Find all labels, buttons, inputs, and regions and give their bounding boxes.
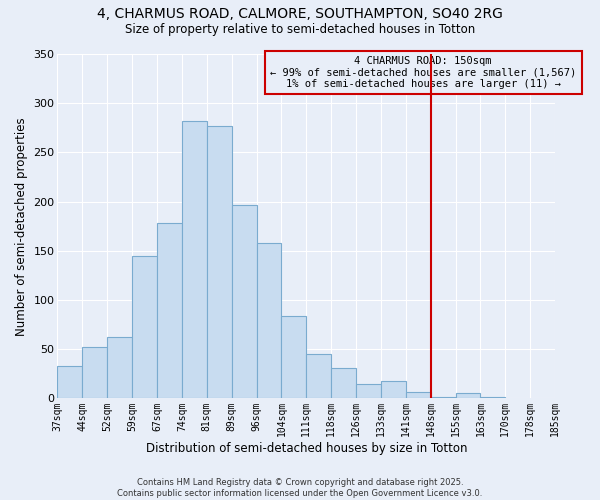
Bar [157,224,182,398]
Bar [232,204,257,398]
Y-axis label: Number of semi-detached properties: Number of semi-detached properties [15,117,28,336]
Bar [182,121,207,398]
Bar [132,256,157,398]
Text: Size of property relative to semi-detached houses in Totton: Size of property relative to semi-detach… [125,22,475,36]
Bar [82,347,107,399]
Text: 4, CHARMUS ROAD, CALMORE, SOUTHAMPTON, SO40 2RG: 4, CHARMUS ROAD, CALMORE, SOUTHAMPTON, S… [97,8,503,22]
Bar [281,316,306,398]
Bar [306,354,331,399]
Bar [455,394,481,398]
Bar [107,338,132,398]
Text: Contains HM Land Registry data © Crown copyright and database right 2025.
Contai: Contains HM Land Registry data © Crown c… [118,478,482,498]
Bar [381,380,406,398]
Bar [207,126,232,398]
Text: 4 CHARMUS ROAD: 150sqm
← 99% of semi-detached houses are smaller (1,567)
1% of s: 4 CHARMUS ROAD: 150sqm ← 99% of semi-det… [270,56,577,89]
Bar [331,368,356,398]
X-axis label: Distribution of semi-detached houses by size in Totton: Distribution of semi-detached houses by … [146,442,467,455]
Bar [406,392,431,398]
Bar [58,366,82,398]
Bar [356,384,381,398]
Bar [257,243,281,398]
